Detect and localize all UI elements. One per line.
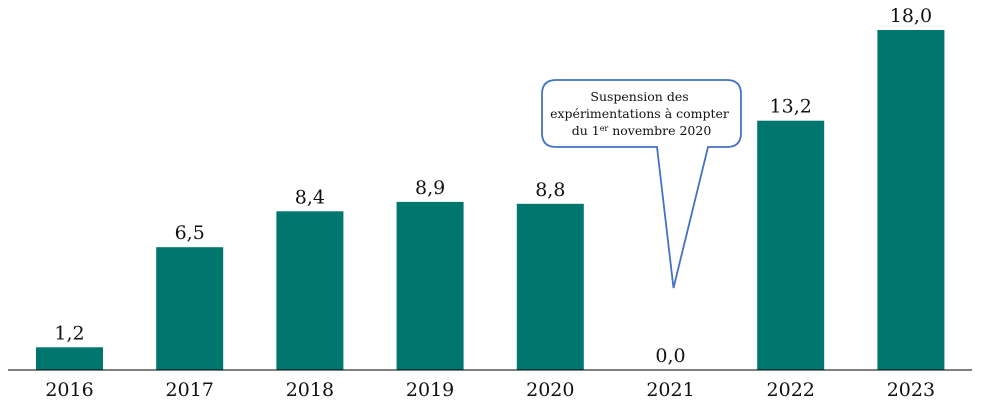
tick-label-2016: 2016 [45,379,93,401]
tick-label-2023: 2023 [887,379,935,401]
value-label-2016: 1,2 [54,322,84,344]
bar-2022 [757,120,825,370]
value-label-2021: 0,0 [655,345,685,367]
tick-label-2017: 2017 [166,379,214,401]
annotation-callout: Suspension des expérimentations à compte… [541,79,742,289]
callout-line-3: du 1er novembre 2020 [572,123,712,138]
value-labels-group: 1,2 6,5 8,4 8,9 8,8 0,0 13,2 18,0 [54,5,932,367]
callout-line-3-prefix: du 1 [572,123,600,138]
value-label-2019: 8,9 [415,177,445,199]
bars-group [36,30,945,370]
tick-label-2020: 2020 [526,379,574,401]
value-label-2023: 18,0 [890,5,932,27]
callout-text: Suspension des expérimentations à compte… [550,89,733,138]
bar-2018 [276,211,344,370]
bar-2023 [877,30,945,370]
value-label-2022: 13,2 [770,96,812,118]
value-label-2020: 8,8 [535,179,565,201]
tick-label-2022: 2022 [767,379,815,401]
callout-line-3-sup: er [600,124,609,133]
tick-label-2019: 2019 [406,379,454,401]
callout-line-2: expérimentations à compter [550,106,729,121]
x-axis-ticks-group: 2016 2017 2018 2019 2020 2021 2022 2023 [45,379,935,401]
tick-label-2018: 2018 [286,379,334,401]
value-label-2017: 6,5 [175,222,205,244]
bar-2020 [516,203,584,370]
tick-label-2021: 2021 [646,379,694,401]
bar-2017 [156,247,224,370]
bar-2016 [36,347,103,370]
callout-bubble [541,79,742,289]
callout-line-1: Suspension des [590,89,688,104]
callout-line-3-suffix: novembre 2020 [608,123,711,138]
bar-2019 [396,201,464,370]
value-label-2018: 8,4 [295,186,325,208]
